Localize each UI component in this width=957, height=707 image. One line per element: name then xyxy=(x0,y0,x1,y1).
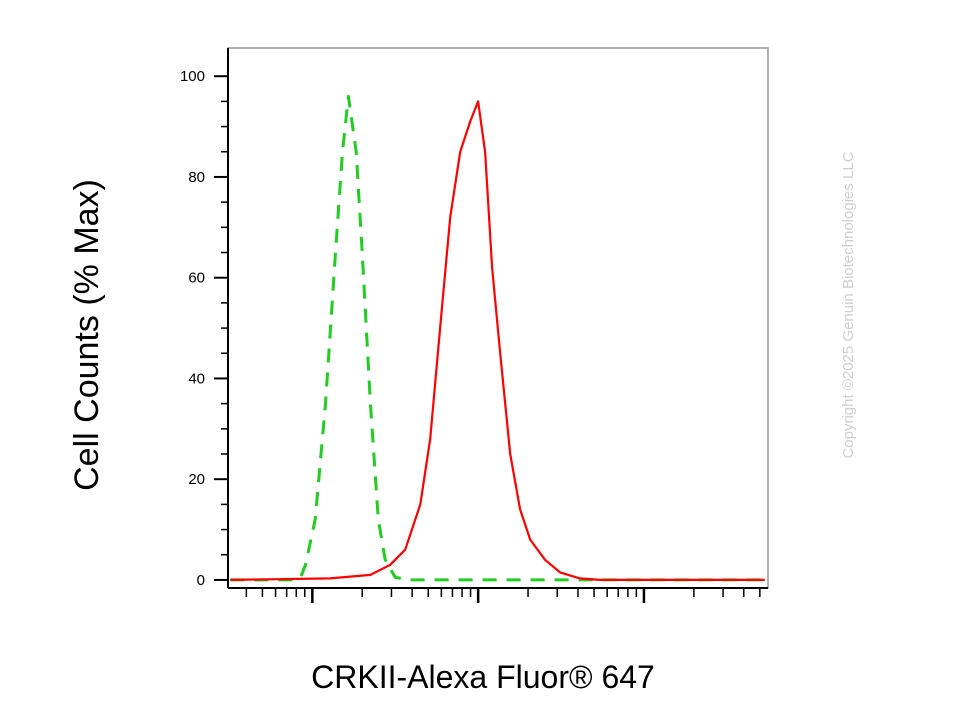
histogram-line xyxy=(230,94,765,582)
y-tick-label: 20 xyxy=(188,471,205,488)
histogram-line xyxy=(230,100,765,581)
y-tick-label: 80 xyxy=(188,169,205,186)
watermark: Copyright ©2025 Genuin Biotechnologies L… xyxy=(840,151,857,458)
plot-frame xyxy=(227,47,769,589)
x-axis-title: CRKII-Alexa Fluor® 647 xyxy=(311,659,655,695)
y-tick-label: 60 xyxy=(188,270,205,287)
y-axis-title: Cell Counts (% Max) xyxy=(68,179,106,491)
y-tick-label: 40 xyxy=(188,370,205,387)
y-tick-label: 0 xyxy=(197,572,205,589)
y-tick-label: 100 xyxy=(180,68,205,85)
